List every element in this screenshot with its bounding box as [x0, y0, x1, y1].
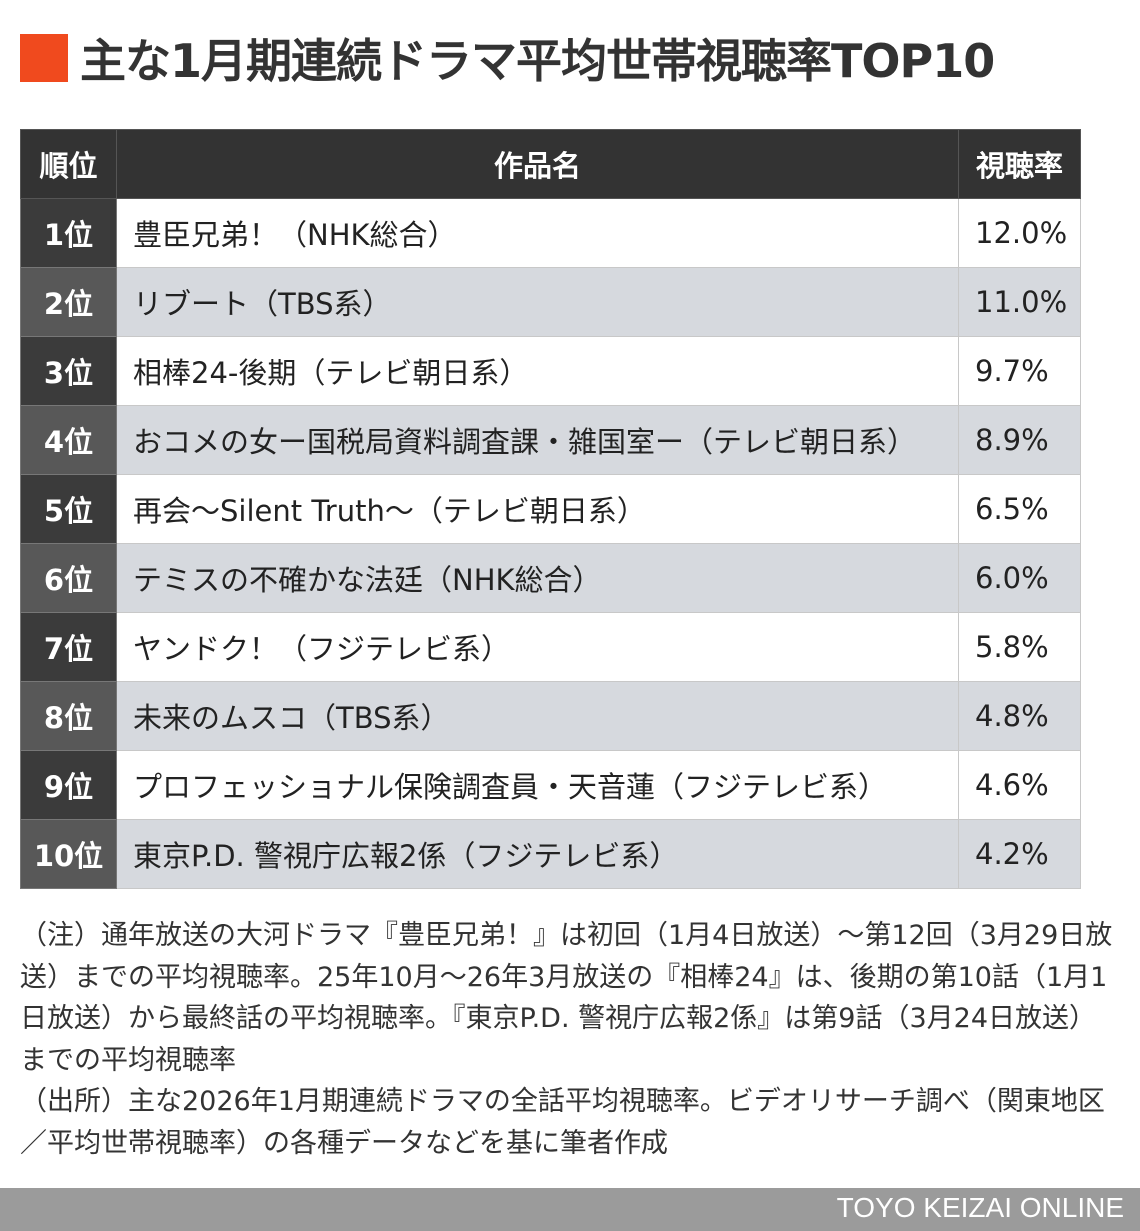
- table-row: 6位 テミスの不確かな法廷（NHK総合） 6.0%: [20, 543, 1081, 613]
- rating-cell: 9.7%: [958, 336, 1081, 406]
- title-cell: 東京P.D. 警視庁広報2係（フジテレビ系）: [116, 819, 959, 889]
- title-marker: [20, 34, 68, 82]
- rating-cell: 6.0%: [958, 543, 1081, 613]
- rating-cell: 6.5%: [958, 474, 1081, 544]
- rank-cell: 6位: [20, 543, 117, 613]
- table-row: 4位 おコメの女ー国税局資料調査課・雑国室ー（テレビ朝日系） 8.9%: [20, 405, 1081, 475]
- title-cell: おコメの女ー国税局資料調査課・雑国室ー（テレビ朝日系）: [116, 405, 959, 475]
- footer-bar: TOYO KEIZAI ONLINE: [0, 1188, 1140, 1231]
- table-header: 順位 作品名 視聴率: [20, 129, 1081, 199]
- table-row: 9位 プロフェッショナル保険調査員・天音蓮（フジテレビ系） 4.6%: [20, 750, 1081, 820]
- rank-cell: 5位: [20, 474, 117, 544]
- table-row: 8位 未来のムスコ（TBS系） 4.8%: [20, 681, 1081, 751]
- page-title: 主な1月期連続ドラマ平均世帯視聴率TOP10: [20, 28, 995, 88]
- title-cell: 相棒24-後期（テレビ朝日系）: [116, 336, 959, 406]
- rating-cell: 4.6%: [958, 750, 1081, 820]
- title-cell: 再会〜Silent Truth〜（テレビ朝日系）: [116, 474, 959, 544]
- rank-cell: 3位: [20, 336, 117, 406]
- notes: （注）通年放送の大河ドラマ『豊臣兄弟！』は初回（1月4日放送）〜第12回（3月2…: [20, 915, 1120, 1164]
- header-title: 作品名: [116, 129, 959, 199]
- table-row: 10位 東京P.D. 警視庁広報2係（フジテレビ系） 4.2%: [20, 819, 1081, 889]
- rank-cell: 7位: [20, 612, 117, 682]
- table-row: 2位 リブート（TBS系） 11.0%: [20, 267, 1081, 337]
- table-row: 7位 ヤンドク！（フジテレビ系） 5.8%: [20, 612, 1081, 682]
- title-text: 主な1月期連続ドラマ平均世帯視聴率TOP10: [80, 34, 995, 88]
- rating-cell: 4.8%: [958, 681, 1081, 751]
- title-cell: 豊臣兄弟！（NHK総合）: [116, 198, 959, 268]
- table-row: 3位 相棒24-後期（テレビ朝日系） 9.7%: [20, 336, 1081, 406]
- rank-cell: 10位: [20, 819, 117, 889]
- header-rating: 視聴率: [958, 129, 1081, 199]
- table-row: 1位 豊臣兄弟！（NHK総合） 12.0%: [20, 198, 1081, 268]
- title-cell: リブート（TBS系）: [116, 267, 959, 337]
- source-text: （出所）主な2026年1月期連続ドラマの全話平均視聴率。ビデオリサーチ調べ（関東…: [20, 1086, 1105, 1159]
- rating-cell: 4.2%: [958, 819, 1081, 889]
- title-cell: ヤンドク！（フジテレビ系）: [116, 612, 959, 682]
- ratings-table: 順位 作品名 視聴率 1位 豊臣兄弟！（NHK総合） 12.0% 2位 リブート（TBS…: [20, 129, 1081, 889]
- rank-cell: 4位: [20, 405, 117, 475]
- header-rank: 順位: [20, 129, 117, 199]
- rank-cell: 2位: [20, 267, 117, 337]
- rating-cell: 8.9%: [958, 405, 1081, 475]
- rank-cell: 8位: [20, 681, 117, 751]
- title-cell: 未来のムスコ（TBS系）: [116, 681, 959, 751]
- rating-cell: 11.0%: [958, 267, 1081, 337]
- note-text: （注）通年放送の大河ドラマ『豊臣兄弟！』は初回（1月4日放送）〜第12回（3月2…: [20, 920, 1113, 1076]
- title-cell: テミスの不確かな法廷（NHK総合）: [116, 543, 959, 613]
- table-row: 5位 再会〜Silent Truth〜（テレビ朝日系） 6.5%: [20, 474, 1081, 544]
- rank-cell: 1位: [20, 198, 117, 268]
- rating-cell: 5.8%: [958, 612, 1081, 682]
- rank-cell: 9位: [20, 750, 117, 820]
- rating-cell: 12.0%: [958, 198, 1081, 268]
- title-cell: プロフェッショナル保険調査員・天音蓮（フジテレビ系）: [116, 750, 959, 820]
- footer-brand: TOYO KEIZAI ONLINE: [836, 1192, 1124, 1223]
